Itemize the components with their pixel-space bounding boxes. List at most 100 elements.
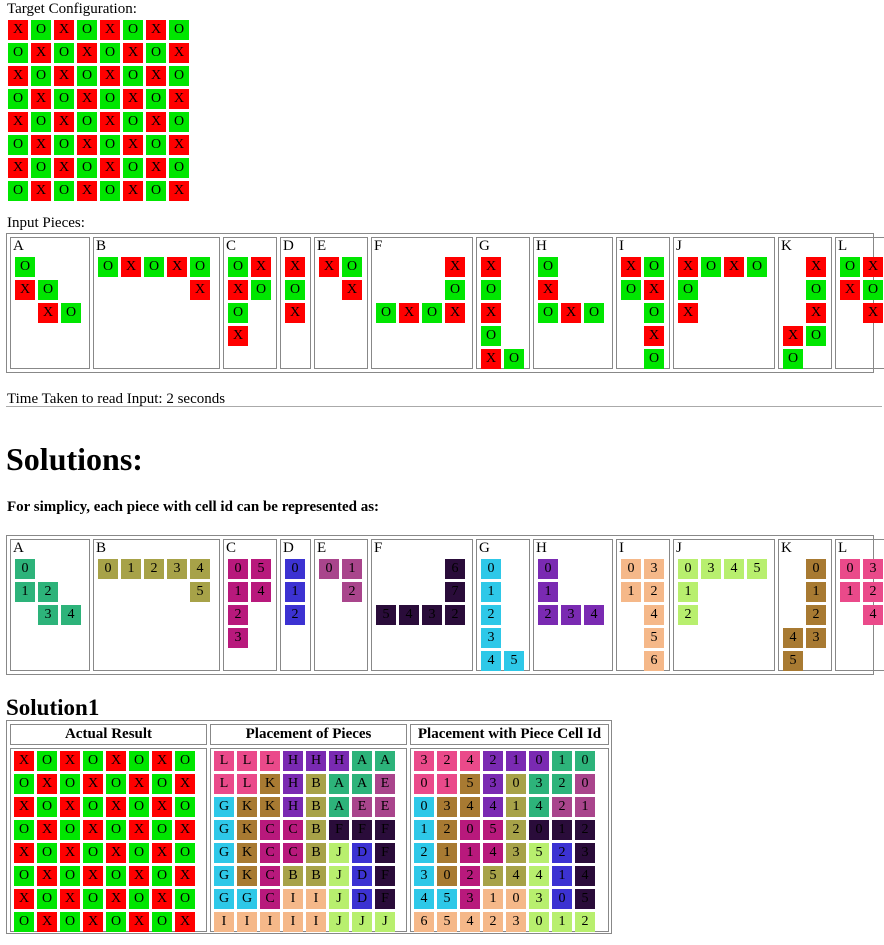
cellid-cell: 0 [575,774,595,794]
piece-cell: O [701,257,721,277]
actual-cell: O [14,774,34,794]
actual-cell: X [37,774,57,794]
piece-id-cell: 0 [15,559,35,579]
target-cell: X [8,112,28,132]
actual-cell: X [129,912,149,932]
placement-cell: F [375,889,395,909]
piece-id-cell: 0 [678,559,698,579]
cellid-cell: 6 [414,912,434,932]
target-cell: X [146,20,166,40]
target-cell: O [123,66,143,86]
cellid-cell: 5 [529,843,549,863]
actual-cell: X [152,797,172,817]
actual-cell: X [14,797,34,817]
placement-cell: L [237,751,257,771]
piece-cell: X [445,257,465,277]
placement-cell: C [260,866,280,886]
piece-cell: X [644,280,664,300]
piece-cell: O [376,303,396,323]
piece-cell: X [285,257,305,277]
piece-id-cell: 5 [783,651,803,671]
cellid-cell: 4 [414,889,434,909]
placement-cell: I [283,912,303,932]
piece-id-cell: 2 [678,605,698,625]
piece-id-cell: 2 [285,605,305,625]
piece-cell: O [678,280,698,300]
actual-cell: O [129,751,149,771]
target-cell: O [146,135,166,155]
target-cell: O [146,43,166,63]
target-cell: O [31,112,51,132]
piece-id-cell: 1 [678,582,698,602]
cellid-cell: 2 [552,843,572,863]
placement-cell: E [375,774,395,794]
piece-id-cell: 7 [445,582,465,602]
placement-cell: C [260,843,280,863]
placement-cell: G [214,797,234,817]
target-cell: O [169,20,189,40]
actual-cell: O [175,797,195,817]
cellid-cell: 1 [460,843,480,863]
placement-cell: A [375,751,395,771]
cellid-cell: 3 [437,797,457,817]
placement-cell: I [237,912,257,932]
cellid-cell: 3 [414,866,434,886]
target-cell: X [169,89,189,109]
piece-cell: X [863,303,883,323]
placement-cell: J [329,889,349,909]
target-cell: O [146,89,166,109]
target-cell: O [169,66,189,86]
target-cell: X [169,135,189,155]
piece-cell: X [38,303,58,323]
piece-id-cell: 1 [342,559,362,579]
piece-cell: X [319,257,339,277]
piece-name: I [619,238,624,254]
placement-cell: J [329,843,349,863]
cellid-cell: 2 [506,820,526,840]
placement-cell: A [352,774,372,794]
piece-id-cell: 6 [644,651,664,671]
piece-cell: O [422,303,442,323]
cellid-cell: 1 [575,797,595,817]
piece-id-cell: 0 [806,559,826,579]
piece-cell: O [840,257,860,277]
piece-cell: X [644,326,664,346]
cellid-cell: 0 [529,912,549,932]
piece-id-cell: 0 [98,559,118,579]
target-cell: O [100,135,120,155]
piece-cell: O [584,303,604,323]
placement-cell: F [329,820,349,840]
piece-name: H [536,238,547,254]
cellid-cell: 1 [437,774,457,794]
piece-id-cell: 2 [481,605,501,625]
cellid-cell: 2 [460,866,480,886]
piece-id-cell: 1 [285,582,305,602]
target-cell: O [100,43,120,63]
piece-id-cell: 3 [228,628,248,648]
target-cell: X [146,66,166,86]
piece-id-cell: 5 [504,651,524,671]
placement-cell: C [283,820,303,840]
actual-cell: O [83,797,103,817]
piece-cell: X [678,257,698,277]
piece-cell: X [783,326,803,346]
placement-cell: D [352,889,372,909]
cellid-cell: 4 [575,866,595,886]
actual-cell: X [152,843,172,863]
piece-cell: O [644,257,664,277]
piece-name: A [13,540,24,556]
piece-name: E [317,540,327,556]
piece-cell: X [285,303,305,323]
placement-cell: L [260,751,280,771]
placement-cell: D [352,843,372,863]
